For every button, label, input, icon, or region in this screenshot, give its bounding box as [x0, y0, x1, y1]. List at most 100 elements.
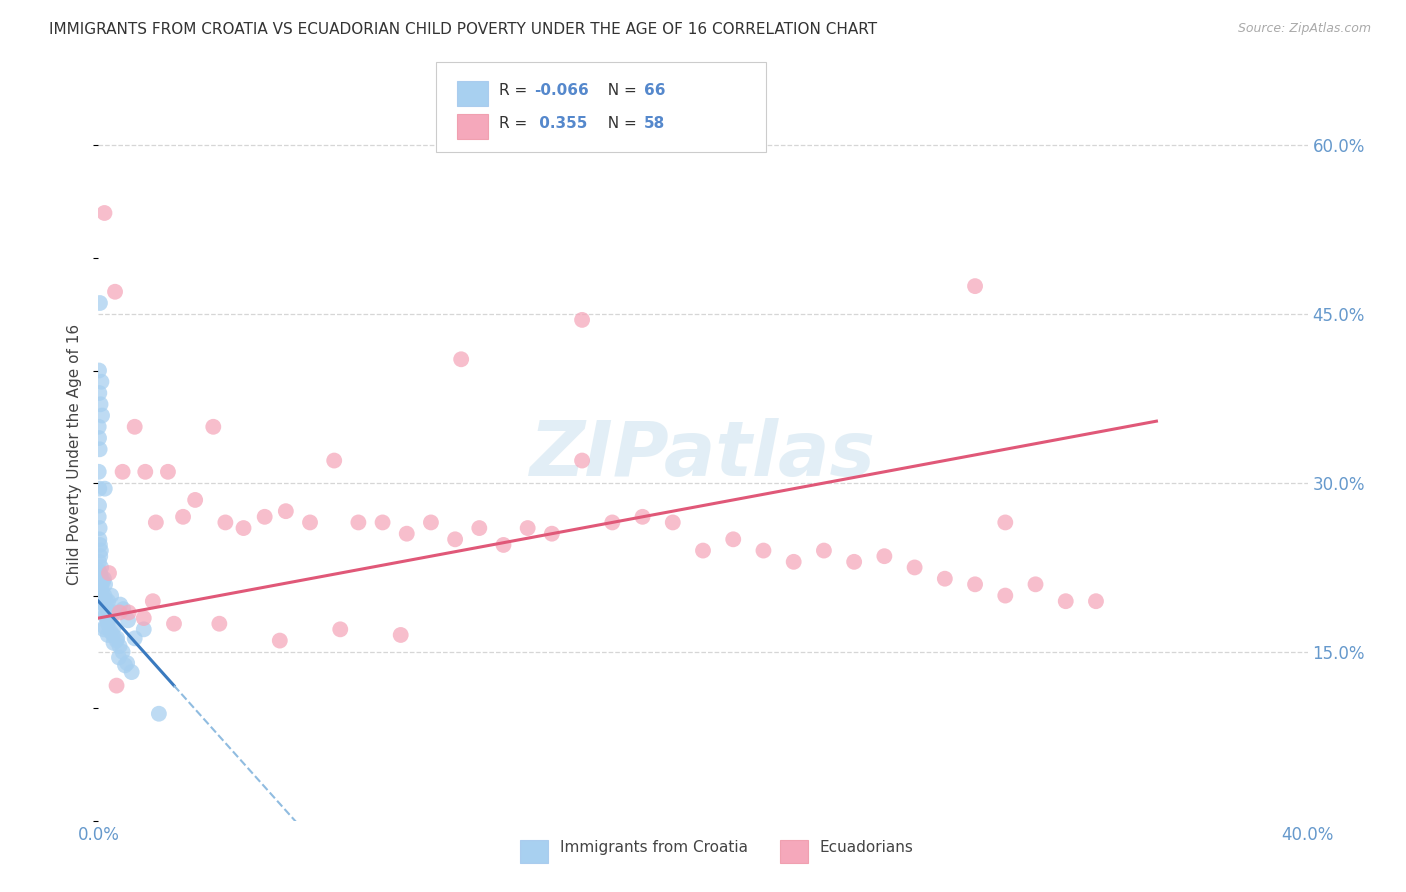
Point — [571, 453, 593, 467]
Text: Source: ZipAtlas.com: Source: ZipAtlas.com — [1237, 22, 1371, 36]
Text: IMMIGRANTS FROM CROATIA VS ECUADORIAN CHILD POVERTY UNDER THE AGE OF 16 CORRELAT: IMMIGRANTS FROM CROATIA VS ECUADORIAN CH… — [49, 22, 877, 37]
Point — [105, 679, 128, 693]
Point — [631, 509, 654, 524]
Point — [103, 606, 125, 620]
Point — [371, 516, 394, 530]
Point — [112, 602, 135, 616]
Point — [93, 623, 115, 637]
Point — [98, 606, 121, 620]
Text: R =: R = — [499, 83, 533, 98]
Point — [148, 706, 170, 721]
Point — [813, 543, 835, 558]
Point — [97, 594, 120, 608]
Point — [994, 589, 1017, 603]
Point — [389, 628, 412, 642]
Point — [90, 397, 112, 411]
Point — [994, 516, 1017, 530]
Point — [492, 538, 515, 552]
Point — [540, 526, 562, 541]
Text: 58: 58 — [644, 116, 665, 131]
Point — [94, 577, 117, 591]
Point — [904, 560, 927, 574]
Point — [124, 419, 146, 434]
Point — [87, 465, 110, 479]
Point — [214, 516, 236, 530]
Point — [87, 419, 110, 434]
Point — [90, 591, 112, 605]
Text: 66: 66 — [644, 83, 665, 98]
Point — [90, 582, 112, 597]
Point — [253, 509, 276, 524]
Point — [1085, 594, 1108, 608]
Point — [91, 589, 114, 603]
Point — [965, 577, 987, 591]
Point — [132, 623, 155, 637]
Y-axis label: Child Poverty Under the Age of 16: Child Poverty Under the Age of 16 — [67, 325, 83, 585]
Point — [87, 431, 110, 445]
Point — [90, 577, 112, 591]
Point — [108, 598, 131, 612]
Point — [145, 516, 167, 530]
Point — [90, 543, 112, 558]
Point — [93, 589, 115, 603]
Point — [269, 633, 291, 648]
Point — [91, 409, 114, 423]
Text: R =: R = — [499, 116, 533, 131]
Point — [202, 419, 225, 434]
Point — [444, 533, 467, 547]
Point — [602, 516, 624, 530]
Point — [96, 602, 118, 616]
Point — [97, 616, 120, 631]
Point — [91, 575, 114, 590]
Point — [100, 589, 122, 603]
Point — [965, 279, 987, 293]
Point — [93, 206, 115, 220]
Point — [94, 608, 117, 623]
Point — [299, 516, 322, 530]
Point — [723, 533, 745, 547]
Point — [571, 313, 593, 327]
Point — [752, 543, 775, 558]
Point — [94, 594, 117, 608]
Point — [87, 555, 110, 569]
Point — [934, 572, 956, 586]
Point — [89, 296, 111, 310]
Point — [142, 594, 165, 608]
Text: Immigrants from Croatia: Immigrants from Croatia — [560, 840, 748, 855]
Point — [87, 499, 110, 513]
Point — [103, 636, 125, 650]
Point — [89, 521, 111, 535]
Point — [93, 598, 115, 612]
Point — [89, 533, 111, 547]
Point — [117, 613, 139, 627]
Point — [184, 492, 207, 507]
Point — [90, 375, 112, 389]
Point — [90, 594, 112, 608]
Point — [105, 632, 128, 646]
Point — [1054, 594, 1077, 608]
Point — [89, 566, 111, 580]
Point — [232, 521, 254, 535]
Point — [89, 442, 111, 457]
Point — [163, 616, 186, 631]
Point — [420, 516, 443, 530]
Point — [124, 632, 146, 646]
Point — [97, 628, 120, 642]
Point — [121, 665, 143, 679]
Point — [661, 516, 683, 530]
Point — [114, 658, 136, 673]
Point — [274, 504, 297, 518]
Point — [104, 285, 127, 299]
Point — [93, 572, 115, 586]
Point — [98, 566, 121, 580]
Point — [873, 549, 896, 564]
Point — [347, 516, 370, 530]
Point — [89, 549, 111, 564]
Point — [108, 639, 131, 653]
Point — [329, 623, 352, 637]
Point — [450, 352, 472, 367]
Point — [100, 624, 122, 639]
Point — [208, 616, 231, 631]
Point — [118, 606, 141, 620]
Text: 0.355: 0.355 — [534, 116, 588, 131]
